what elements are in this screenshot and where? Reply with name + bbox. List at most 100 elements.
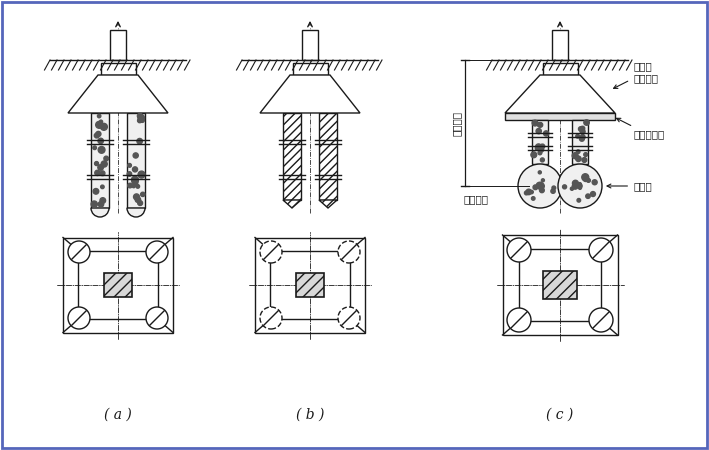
Bar: [302, 30, 318, 60]
Circle shape: [138, 113, 143, 119]
Bar: [572, 120, 588, 164]
Circle shape: [551, 189, 555, 194]
Circle shape: [131, 176, 138, 183]
Circle shape: [101, 123, 107, 130]
Circle shape: [535, 146, 540, 150]
Circle shape: [138, 115, 145, 121]
Bar: [532, 120, 548, 164]
Circle shape: [95, 170, 100, 176]
Circle shape: [537, 123, 542, 127]
Circle shape: [68, 241, 90, 263]
Circle shape: [98, 165, 104, 170]
Circle shape: [138, 118, 142, 123]
Circle shape: [526, 189, 532, 195]
Circle shape: [577, 198, 581, 202]
Bar: [293, 63, 328, 75]
Circle shape: [542, 179, 545, 182]
Polygon shape: [68, 75, 168, 113]
Text: 坚硬土层: 坚硬土层: [463, 194, 488, 204]
Circle shape: [582, 174, 588, 181]
Circle shape: [586, 194, 590, 198]
Circle shape: [127, 172, 132, 176]
Circle shape: [537, 183, 545, 189]
Circle shape: [531, 152, 537, 158]
Bar: [91, 113, 109, 208]
Circle shape: [570, 187, 574, 190]
Circle shape: [93, 189, 99, 194]
Polygon shape: [319, 200, 337, 208]
Polygon shape: [260, 75, 360, 113]
Circle shape: [140, 118, 145, 122]
Circle shape: [94, 133, 99, 138]
Circle shape: [578, 183, 581, 186]
Circle shape: [538, 122, 542, 127]
Circle shape: [538, 171, 542, 174]
Circle shape: [96, 122, 103, 128]
Circle shape: [98, 138, 104, 144]
Circle shape: [572, 153, 578, 159]
Circle shape: [580, 129, 585, 134]
Circle shape: [576, 156, 581, 162]
Circle shape: [532, 120, 538, 126]
Bar: [543, 271, 577, 299]
Bar: [283, 113, 301, 200]
Bar: [296, 273, 324, 297]
Circle shape: [104, 156, 108, 161]
Bar: [104, 273, 132, 297]
Circle shape: [137, 139, 143, 144]
Circle shape: [135, 183, 138, 186]
Circle shape: [538, 151, 542, 155]
Circle shape: [96, 131, 101, 136]
Circle shape: [91, 201, 97, 207]
Circle shape: [533, 185, 537, 189]
Circle shape: [581, 126, 585, 130]
Circle shape: [507, 238, 531, 262]
Circle shape: [576, 150, 580, 153]
Circle shape: [558, 164, 602, 208]
Circle shape: [544, 131, 549, 136]
Circle shape: [99, 202, 104, 207]
Circle shape: [539, 182, 542, 186]
Circle shape: [94, 162, 99, 166]
Wedge shape: [127, 208, 145, 217]
Circle shape: [136, 184, 140, 188]
Circle shape: [518, 164, 562, 208]
Polygon shape: [283, 200, 301, 208]
Circle shape: [562, 185, 566, 189]
Circle shape: [135, 197, 140, 202]
Bar: [505, 113, 615, 120]
Bar: [110, 30, 126, 60]
Circle shape: [93, 146, 96, 149]
Bar: [503, 235, 618, 335]
Bar: [101, 63, 135, 75]
Circle shape: [525, 191, 528, 195]
Bar: [127, 113, 145, 208]
Circle shape: [99, 120, 103, 123]
Circle shape: [589, 238, 613, 262]
Circle shape: [536, 182, 543, 189]
Circle shape: [338, 241, 360, 263]
Circle shape: [572, 180, 579, 186]
Circle shape: [530, 190, 533, 194]
Circle shape: [507, 308, 531, 332]
Wedge shape: [91, 208, 109, 217]
Circle shape: [579, 136, 584, 141]
Circle shape: [591, 192, 596, 197]
Bar: [79, 251, 157, 319]
Circle shape: [146, 241, 168, 263]
Circle shape: [132, 178, 138, 184]
Text: 钢筋混
凝土基础: 钢筋混 凝土基础: [613, 61, 658, 88]
Circle shape: [100, 171, 105, 176]
Circle shape: [576, 135, 579, 138]
Circle shape: [582, 158, 587, 162]
Circle shape: [146, 307, 168, 329]
Bar: [542, 63, 578, 75]
Circle shape: [133, 194, 140, 200]
Circle shape: [584, 153, 588, 157]
Bar: [63, 238, 173, 333]
Circle shape: [572, 183, 578, 189]
Circle shape: [132, 184, 135, 188]
Circle shape: [589, 308, 613, 332]
Circle shape: [338, 307, 360, 329]
Circle shape: [578, 184, 582, 188]
